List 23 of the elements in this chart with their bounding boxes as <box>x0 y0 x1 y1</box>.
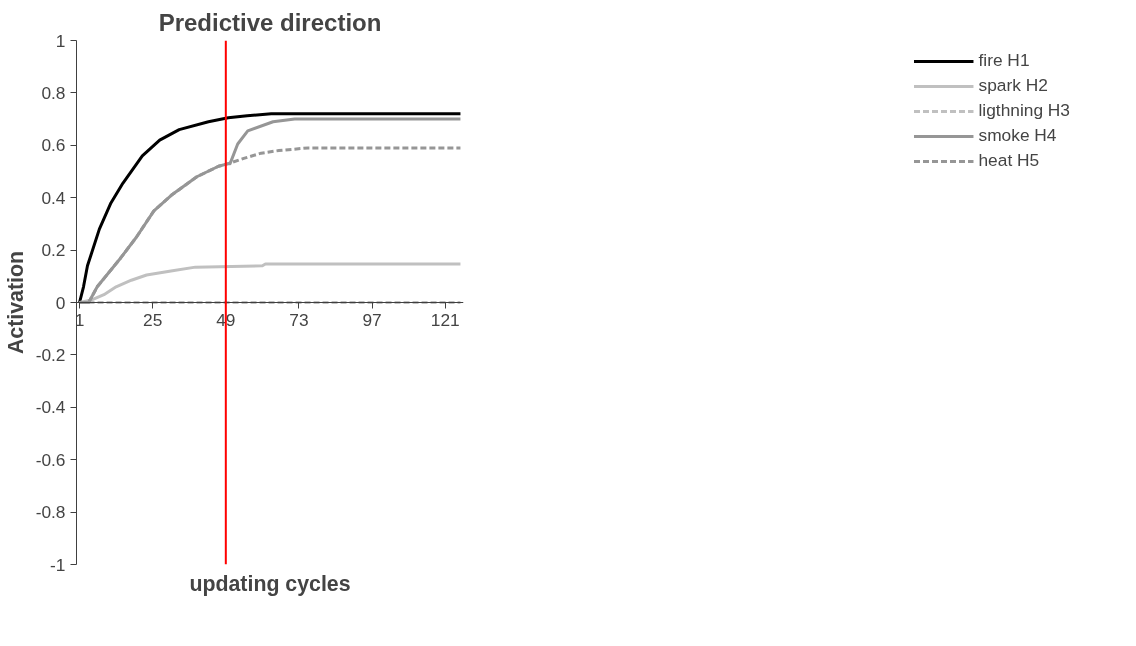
chart-title: Predictive direction <box>158 8 382 36</box>
y-tick-label: -0.8 <box>35 502 66 523</box>
y-tick-label: 0 <box>55 292 66 313</box>
y-tick-label: 0.6 <box>41 135 66 156</box>
legend-label: ligthning H3 <box>978 100 1070 121</box>
y-tick-label: -0.2 <box>35 344 66 365</box>
y-tick-label: 0.4 <box>41 187 66 208</box>
legend-label: smoke H4 <box>978 125 1057 146</box>
x-tick-label: 73 <box>289 309 309 330</box>
y-tick-label: 0.2 <box>41 240 66 261</box>
legend-label: fire H1 <box>978 50 1030 71</box>
legend-label: heat H5 <box>978 150 1040 171</box>
y-tick-label: -0.4 <box>35 397 66 418</box>
x-tick-label: 97 <box>362 309 382 330</box>
y-tick-label: 0.8 <box>41 82 66 103</box>
y-tick-label: -0.6 <box>35 449 66 470</box>
y-tick-label: -1 <box>50 554 66 575</box>
x-tick-label: 121 <box>430 309 460 330</box>
y-tick-label: 1 <box>55 30 66 51</box>
y-axis-title: Activation <box>3 250 28 355</box>
legend-label: spark H2 <box>978 75 1048 96</box>
x-tick-label: 25 <box>143 309 163 330</box>
x-axis-title: updating cycles <box>189 571 351 596</box>
